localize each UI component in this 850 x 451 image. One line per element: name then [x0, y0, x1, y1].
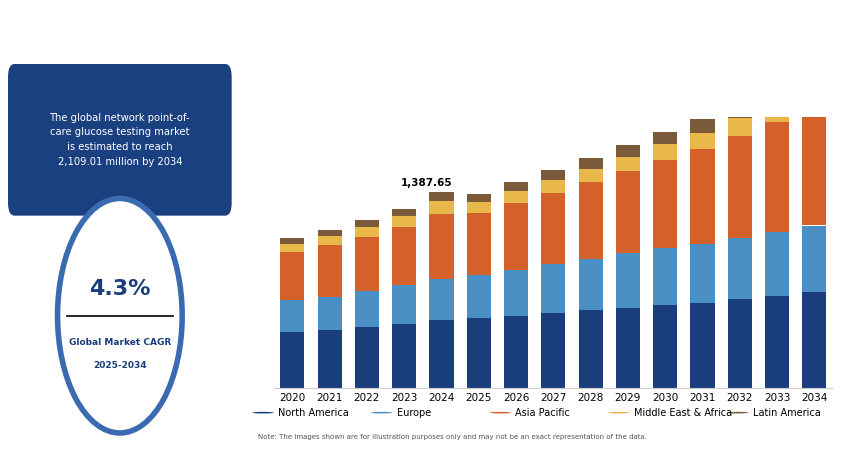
- Bar: [802, 85, 826, 106]
- Bar: [504, 270, 528, 316]
- Bar: [765, 296, 789, 388]
- Bar: [802, 226, 826, 292]
- Bar: [429, 320, 454, 388]
- Bar: [653, 160, 677, 248]
- Bar: [504, 316, 528, 388]
- Bar: [429, 201, 454, 214]
- Bar: [318, 330, 342, 388]
- Bar: [429, 279, 454, 320]
- Text: Source: www.polarismarketresearch.com: Source: www.polarismarketresearch.com: [55, 437, 184, 442]
- FancyBboxPatch shape: [7, 63, 233, 216]
- Bar: [728, 118, 752, 136]
- Text: 2025-2034: 2025-2034: [93, 361, 147, 370]
- Bar: [690, 149, 715, 244]
- Bar: [429, 214, 454, 279]
- Bar: [354, 227, 379, 237]
- Text: Size, By Region, 2020 - 2034 (USD Million): Size, By Region, 2020 - 2034 (USD Millio…: [258, 66, 479, 76]
- Bar: [392, 209, 416, 216]
- Bar: [280, 252, 304, 300]
- Bar: [467, 194, 491, 202]
- Bar: [429, 193, 454, 201]
- Bar: [802, 67, 826, 85]
- Bar: [802, 106, 826, 226]
- Bar: [615, 145, 640, 157]
- Bar: [504, 182, 528, 191]
- Circle shape: [609, 412, 630, 414]
- Text: 4.3%: 4.3%: [89, 279, 150, 299]
- Bar: [354, 291, 379, 327]
- Bar: [728, 299, 752, 388]
- Bar: [280, 238, 304, 244]
- Text: ✶ POLARIS: ✶ POLARIS: [82, 25, 157, 38]
- Bar: [615, 253, 640, 308]
- Bar: [541, 170, 565, 180]
- Bar: [280, 300, 304, 332]
- Bar: [392, 216, 416, 227]
- Bar: [467, 275, 491, 318]
- Bar: [653, 144, 677, 160]
- Text: Latin America: Latin America: [752, 408, 820, 418]
- Bar: [467, 202, 491, 213]
- Bar: [765, 86, 789, 102]
- Text: North America: North America: [278, 408, 348, 418]
- Bar: [765, 232, 789, 296]
- Bar: [318, 230, 342, 236]
- Bar: [354, 237, 379, 291]
- Bar: [579, 158, 603, 169]
- Circle shape: [58, 198, 182, 433]
- Circle shape: [727, 412, 748, 414]
- Text: Europe: Europe: [396, 408, 431, 418]
- Bar: [615, 308, 640, 388]
- Bar: [653, 248, 677, 305]
- Bar: [318, 245, 342, 297]
- Bar: [504, 203, 528, 270]
- Bar: [690, 244, 715, 303]
- Bar: [728, 103, 752, 118]
- Text: 1,387.65: 1,387.65: [400, 178, 452, 188]
- Bar: [690, 303, 715, 388]
- Bar: [354, 327, 379, 388]
- Bar: [541, 313, 565, 388]
- Bar: [467, 318, 491, 388]
- Bar: [541, 264, 565, 313]
- Text: Note: The images shown are for illustration purposes only and may not be an exac: Note: The images shown are for illustrat…: [258, 434, 647, 441]
- Bar: [280, 244, 304, 252]
- Bar: [504, 191, 528, 203]
- Bar: [541, 180, 565, 193]
- Bar: [579, 310, 603, 388]
- Bar: [541, 193, 565, 264]
- Text: Network Point-of-Care Glucose Testing Market: Network Point-of-Care Glucose Testing Ma…: [258, 20, 655, 35]
- Bar: [802, 292, 826, 388]
- Text: Middle East & Africa: Middle East & Africa: [634, 408, 732, 418]
- Bar: [653, 305, 677, 388]
- Bar: [318, 297, 342, 330]
- Bar: [579, 259, 603, 310]
- Bar: [579, 182, 603, 259]
- Bar: [467, 213, 491, 275]
- Bar: [615, 157, 640, 171]
- Circle shape: [252, 412, 274, 414]
- Bar: [392, 324, 416, 388]
- Text: Asia Pacific: Asia Pacific: [515, 408, 570, 418]
- Bar: [728, 136, 752, 238]
- Text: MARKET RESEARCH: MARKET RESEARCH: [82, 50, 157, 59]
- Bar: [765, 102, 789, 122]
- Bar: [392, 285, 416, 324]
- Bar: [765, 122, 789, 232]
- Bar: [615, 171, 640, 253]
- Bar: [392, 227, 416, 285]
- Bar: [280, 332, 304, 388]
- Circle shape: [371, 412, 393, 414]
- Bar: [728, 238, 752, 299]
- Bar: [690, 133, 715, 149]
- Bar: [690, 119, 715, 133]
- Text: Global Market CAGR: Global Market CAGR: [69, 338, 171, 347]
- Text: The global network point-of-
care glucose testing market
is estimated to reach
2: The global network point-of- care glucos…: [49, 113, 190, 167]
- Bar: [354, 221, 379, 227]
- Bar: [318, 236, 342, 245]
- Bar: [653, 132, 677, 144]
- Circle shape: [490, 412, 511, 414]
- Bar: [579, 169, 603, 182]
